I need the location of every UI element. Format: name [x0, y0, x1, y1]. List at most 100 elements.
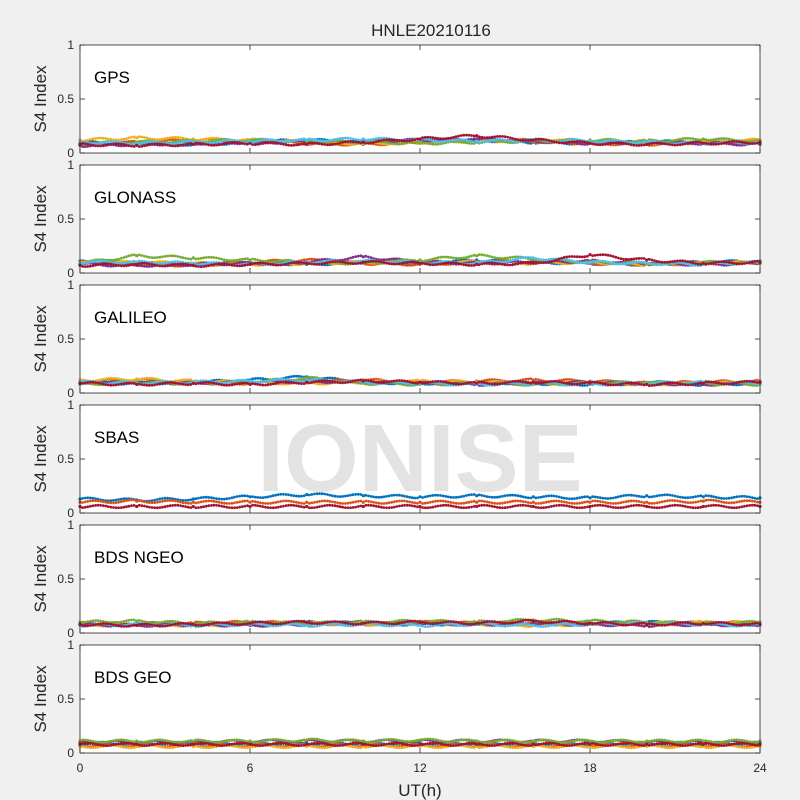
data-point: [155, 264, 159, 267]
data-point: [573, 255, 576, 258]
data-point: [735, 262, 739, 266]
data-point: [614, 255, 618, 259]
data-point: [117, 142, 120, 146]
data-point: [346, 136, 350, 140]
data-point: [233, 140, 236, 144]
data-point: [318, 262, 321, 266]
data-point: [106, 377, 110, 380]
data-point: [364, 138, 368, 142]
data-point: [462, 260, 466, 263]
data-point: [372, 141, 375, 144]
data-point: [565, 141, 569, 145]
data-point: [431, 136, 435, 140]
data-point: [495, 135, 499, 138]
data-point: [127, 144, 131, 148]
data-point: [148, 262, 151, 266]
data-point: [382, 261, 386, 264]
data-point: [284, 376, 288, 380]
data-point: [351, 140, 355, 144]
data-point: [101, 262, 105, 266]
data-point: [485, 378, 489, 382]
data-point: [472, 140, 476, 144]
data-point: [467, 133, 471, 137]
data-point: [240, 257, 244, 261]
data-point: [542, 258, 545, 262]
data-point: [632, 257, 636, 261]
data-point: [632, 141, 636, 145]
data-point: [109, 262, 113, 266]
data-point: [179, 378, 182, 382]
data-point: [96, 259, 100, 263]
data-point: [217, 143, 221, 147]
data-point: [176, 136, 180, 139]
data-point: [689, 260, 692, 264]
data-point: [83, 261, 87, 265]
data-point: [104, 377, 108, 381]
data-point: [248, 258, 252, 262]
data-point: [416, 378, 419, 382]
data-point: [704, 139, 708, 142]
data-point: [635, 263, 638, 266]
data-point: [593, 143, 597, 146]
data-point: [356, 254, 360, 258]
data-point: [454, 379, 458, 382]
data-point: [81, 141, 84, 145]
data-point: [498, 135, 502, 138]
data-point: [477, 135, 481, 139]
data-point: [189, 142, 193, 145]
data-point: [506, 135, 509, 139]
data-point: [446, 137, 450, 140]
data-point: [400, 142, 404, 146]
data-point: [624, 142, 628, 145]
series-6: [78, 253, 762, 268]
data-point: [524, 139, 527, 142]
data-point: [480, 140, 484, 144]
data-point: [276, 259, 280, 263]
data-point: [338, 139, 342, 142]
data-point: [488, 139, 491, 143]
data-point: [403, 263, 406, 267]
data-point: [189, 257, 193, 261]
data-point: [215, 138, 218, 142]
data-point: [465, 263, 468, 267]
data-point: [117, 262, 120, 265]
data-point: [524, 260, 527, 264]
data-point: [271, 138, 275, 142]
data-point: [436, 261, 440, 264]
data-point: [426, 135, 430, 139]
data-point: [490, 380, 494, 383]
data-point: [516, 257, 520, 260]
data-point: [367, 260, 370, 263]
data-point: [333, 142, 337, 146]
data-point: [547, 260, 551, 264]
data-point: [269, 138, 272, 142]
data-point: [428, 136, 432, 139]
data-point: [694, 140, 697, 144]
data-point: [462, 263, 466, 267]
data-point: [519, 261, 522, 265]
data-point: [655, 141, 659, 145]
data-point: [452, 256, 455, 260]
data-point: [676, 259, 679, 263]
data-point: [701, 141, 705, 145]
data-point: [709, 142, 713, 146]
data-point: [104, 137, 108, 140]
data-point: [112, 376, 115, 380]
data-point: [619, 262, 623, 266]
data-point: [557, 141, 561, 145]
data-point: [416, 260, 419, 264]
data-point: [423, 136, 427, 139]
data-point: [122, 143, 126, 146]
data-point: [385, 261, 388, 265]
data-point: [593, 262, 597, 266]
data-point: [501, 138, 504, 142]
data-point: [658, 263, 661, 267]
data-point: [704, 262, 708, 266]
data-point: [513, 262, 517, 266]
data-point: [431, 139, 435, 143]
data-point: [184, 143, 188, 146]
data-point: [143, 377, 146, 380]
data-point: [537, 257, 540, 261]
data-point: [529, 260, 533, 264]
